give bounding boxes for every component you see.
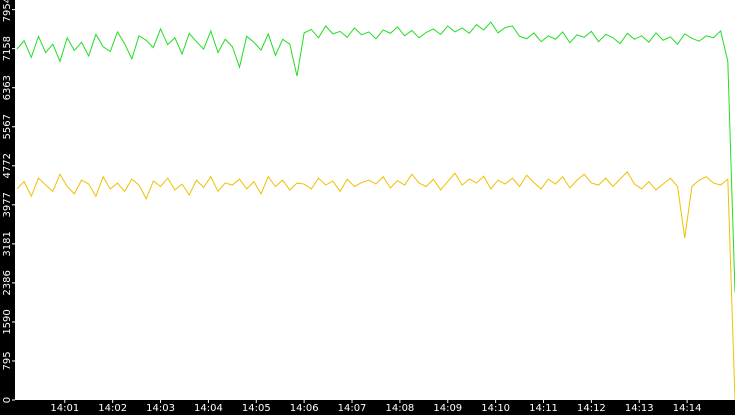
y-tick-label: 4772 [2,153,13,178]
x-tick-label: 14:12 [577,403,606,414]
x-tick-label: 14:05 [242,403,271,414]
y-tick-label: 3181 [2,231,13,256]
y-tick-label: 5567 [2,114,13,139]
y-tick-label: 3977 [2,192,13,217]
x-axis-strip [0,400,735,415]
x-tick-label: 14:14 [673,403,702,414]
x-tick-label: 14:06 [290,403,319,414]
y-tick-label: 0 [2,397,13,403]
x-tick-label: 14:01 [50,403,79,414]
y-tick-label: 2386 [2,270,13,295]
y-axis-strip [0,0,15,415]
x-tick-label: 14:10 [481,403,510,414]
y-tick-label: 1590 [2,309,13,334]
y-tick-label: 7158 [2,36,13,61]
x-tick-label: 14:08 [385,403,414,414]
x-tick-label: 14:04 [194,403,223,414]
series-line [16,21,735,293]
x-tick-label: 14:03 [146,403,175,414]
series-line [16,170,735,401]
x-tick-label: 14:13 [625,403,654,414]
x-tick-label: 14:07 [338,403,367,414]
x-tick-label: 14:02 [98,403,127,414]
y-tick-label: 795 [2,351,13,370]
y-tick-label: 7954 [2,0,13,22]
x-tick-label: 14:11 [529,403,558,414]
x-tick-label: 14:09 [433,403,462,414]
y-tick-label: 6363 [2,75,13,100]
